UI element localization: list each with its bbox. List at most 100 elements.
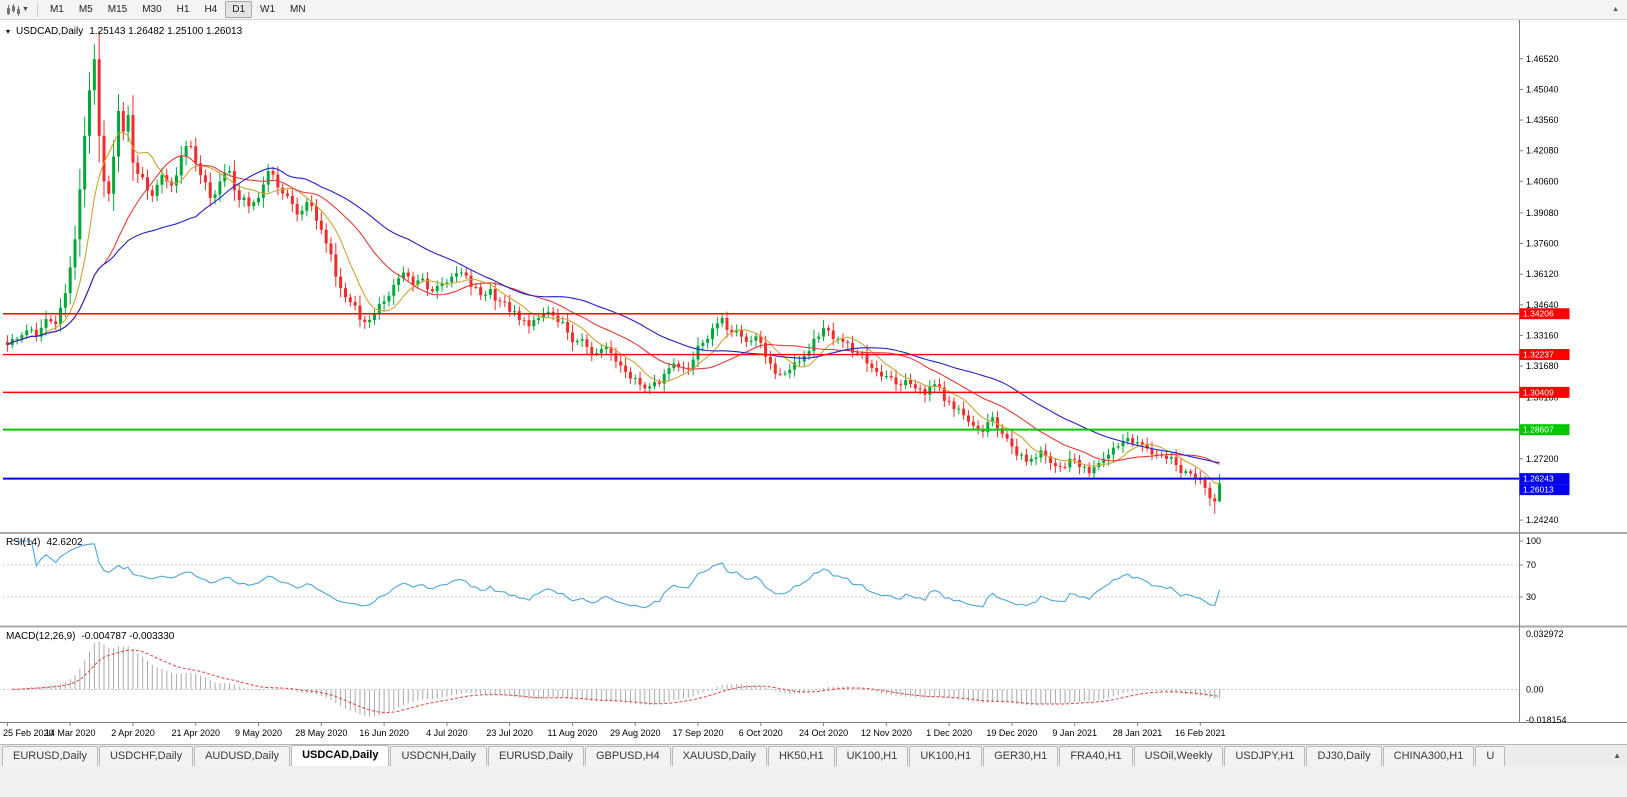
price-tag-1.28607-text: 1.28607 (1523, 425, 1554, 435)
timeframe-button-w1[interactable]: W1 (260, 4, 276, 15)
price-scale-area[interactable] (1520, 20, 1627, 722)
chart-tab-fra40-h1[interactable]: FRA40,H1 (1059, 746, 1133, 766)
chart-tab-gbpusd-h4[interactable]: GBPUSD,H4 (585, 746, 671, 766)
chart-tab-uk100-h1[interactable]: UK100,H1 (909, 746, 983, 766)
date-axis-label: 6 Oct 2020 (739, 728, 783, 738)
chart-tabs-list: EURUSD,Daily USDCHF,Daily AUDUSD,Daily USDC… (2, 745, 1607, 766)
price-tag-1.32237-text: 1.32237 (1523, 350, 1554, 360)
date-axis-label: 28 May 2020 (295, 728, 347, 738)
timeframe-button-mn[interactable]: MN (290, 4, 306, 15)
date-axis-label: 9 Jan 2021 (1052, 728, 1097, 738)
chart-tab-audusd-daily[interactable]: AUDUSD,Daily (194, 746, 291, 766)
price-scale-label: 1.46520 (1526, 54, 1559, 64)
chart-tab-eurusd-daily[interactable]: EURUSD,Daily (488, 746, 584, 766)
date-axis-label: 16 Jun 2020 (359, 728, 409, 738)
price-scale-label: 1.39080 (1526, 208, 1559, 218)
current-price-tag (1519, 484, 1570, 496)
rsi-scale-label: 30 (1526, 592, 1536, 602)
collapse-chart-icon[interactable]: ▾ (6, 27, 11, 36)
ma-8-line (7, 131, 1220, 485)
timeframe-button-m30[interactable]: M30 (142, 4, 162, 15)
price-scale-label: 1.42080 (1526, 146, 1559, 156)
timeframe-button-d1[interactable]: D1 (225, 1, 253, 18)
timeframe-button-h1[interactable]: H1 (176, 4, 190, 15)
date-axis-label: 19 Dec 2020 (986, 728, 1037, 738)
macd-histogram (11, 641, 1221, 717)
macd-scale-label: -0.018154 (1526, 715, 1567, 725)
price-tag-1.32237 (1519, 349, 1570, 361)
chart-tab-u[interactable]: U (1475, 746, 1506, 766)
rsi-line (12, 540, 1221, 609)
timeframe-button-m15[interactable]: M15 (107, 4, 128, 15)
chart-tab-hk50-h1[interactable]: HK50,H1 (767, 746, 835, 766)
chart-ohlc-values: 1.25143 1.26482 1.25100 1.26013 (89, 26, 243, 37)
tab-scroll-up-button[interactable]: ▲ (1613, 751, 1621, 760)
ma-21-line (7, 155, 1220, 465)
macd-signal-line (12, 649, 1220, 713)
time-scale-area[interactable] (0, 723, 1627, 744)
date-axis-label: 14 Mar 2020 (45, 728, 96, 738)
chart-tab-ger30-h1[interactable]: GER30,H1 (983, 746, 1059, 766)
price-scale-label: 1.34640 (1526, 300, 1559, 310)
price-scale-label: 1.43560 (1526, 115, 1559, 125)
chart-tab-uk100-h1[interactable]: UK100,H1 (835, 746, 909, 766)
chart-tabs-bar: EURUSD,Daily USDCHF,Daily AUDUSD,Daily USDC… (0, 744, 1627, 766)
rsi-title: RSI(14) (6, 537, 41, 548)
date-axis-label: 2 Apr 2020 (111, 728, 155, 738)
status-strip (0, 766, 1627, 797)
rsi-value: 42.6202 (46, 537, 83, 548)
price-tag-1.26243 (1519, 473, 1570, 485)
macd-title: MACD(12,26,9) (6, 631, 76, 642)
price-tag-1.28607 (1519, 424, 1570, 436)
date-axis-label: 23 Jul 2020 (486, 728, 533, 738)
price-scale-label: 1.37600 (1526, 238, 1559, 248)
chart-tab-usdcnh-daily[interactable]: USDCNH,Daily (390, 746, 488, 766)
date-axis-label: 25 Feb 2020 (3, 728, 54, 738)
chevron-down-icon: ▼ (22, 6, 29, 13)
date-axis-label: 29 Aug 2020 (610, 728, 661, 738)
chart-tab-eurusd-daily[interactable]: EURUSD,Daily (2, 746, 98, 766)
date-axis-label: 12 Nov 2020 (861, 728, 912, 738)
timeframe-buttons: M1 M5 M15 M30 H1 H4 D1 W1 MN (43, 1, 313, 18)
date-axis-label: 16 Feb 2021 (1175, 728, 1226, 738)
macd-header: MACD(12,26,9) -0.004787 -0.003330 (6, 631, 174, 642)
date-axis-label: 21 Apr 2020 (171, 728, 220, 738)
date-axis-label: 1 Dec 2020 (926, 728, 972, 738)
rsi-scale-label: 100 (1526, 536, 1541, 546)
price-tag-1.34206-text: 1.34206 (1523, 309, 1554, 319)
toolbar-collapse-button[interactable]: ▲ (1612, 6, 1619, 13)
macd-values: -0.004787 -0.003330 (81, 631, 175, 642)
date-axis-label: 17 Sep 2020 (672, 728, 723, 738)
chart-header: ▾ USDCAD,Daily 1.25143 1.26482 1.25100 1… (6, 26, 242, 37)
macd-scale-label: 0.032972 (1526, 629, 1564, 639)
chart-background (0, 20, 1627, 744)
price-scale-label: 1.24240 (1526, 515, 1559, 525)
chart-tab-usoil-weekly[interactable]: USOil,Weekly (1133, 746, 1224, 766)
timeframe-button-h4[interactable]: H4 (204, 4, 218, 15)
chart-canvas[interactable]: 1.46520 1.45040 1.43560 1.42080 1.40600 1.390… (0, 20, 1627, 744)
timeframe-button-m1[interactable]: M1 (49, 4, 64, 15)
chart-tab-usdjpy-h1[interactable]: USDJPY,H1 (1224, 746, 1306, 766)
price-scale-label: 1.33160 (1526, 330, 1559, 340)
chart-type-button[interactable]: ▼ (3, 3, 32, 17)
timeframe-button-m5[interactable]: M5 (78, 4, 93, 15)
date-axis-label: 4 Jul 2020 (426, 728, 468, 738)
chart-tab-dj30-daily[interactable]: DJ30,Daily (1306, 746, 1382, 766)
chart-tab-china300-h1[interactable]: CHINA300,H1 (1382, 746, 1475, 766)
price-scale-label: 1.31680 (1526, 361, 1559, 371)
chart-tab-usdcad-daily[interactable]: USDCAD,Daily (291, 745, 390, 766)
price-scale-label: 1.40600 (1526, 176, 1559, 186)
date-axis-label: 11 Aug 2020 (548, 728, 598, 738)
chart-tab-xauusd-daily[interactable]: XAUUSD,Daily (671, 746, 767, 766)
ma-40-line (7, 167, 1220, 464)
macd-scale-label: 0.00 (1526, 684, 1544, 694)
price-tag-1.34206 (1519, 308, 1570, 320)
rsi-header: RSI(14) 42.6202 (6, 537, 83, 548)
candlestick-chart-icon (7, 3, 20, 16)
rsi-scale-label: 70 (1526, 560, 1536, 570)
top-toolbar: ▼ M1 M5 M15 M30 H1 H4 D1 W1 MN ▲ (0, 0, 1627, 20)
date-axis-label: 28 Jan 2021 (1113, 728, 1163, 738)
toolbar-separator (36, 2, 38, 17)
price-scale-label: 1.36120 (1526, 269, 1559, 279)
chart-tab-usdchf-daily[interactable]: USDCHF,Daily (98, 746, 194, 766)
